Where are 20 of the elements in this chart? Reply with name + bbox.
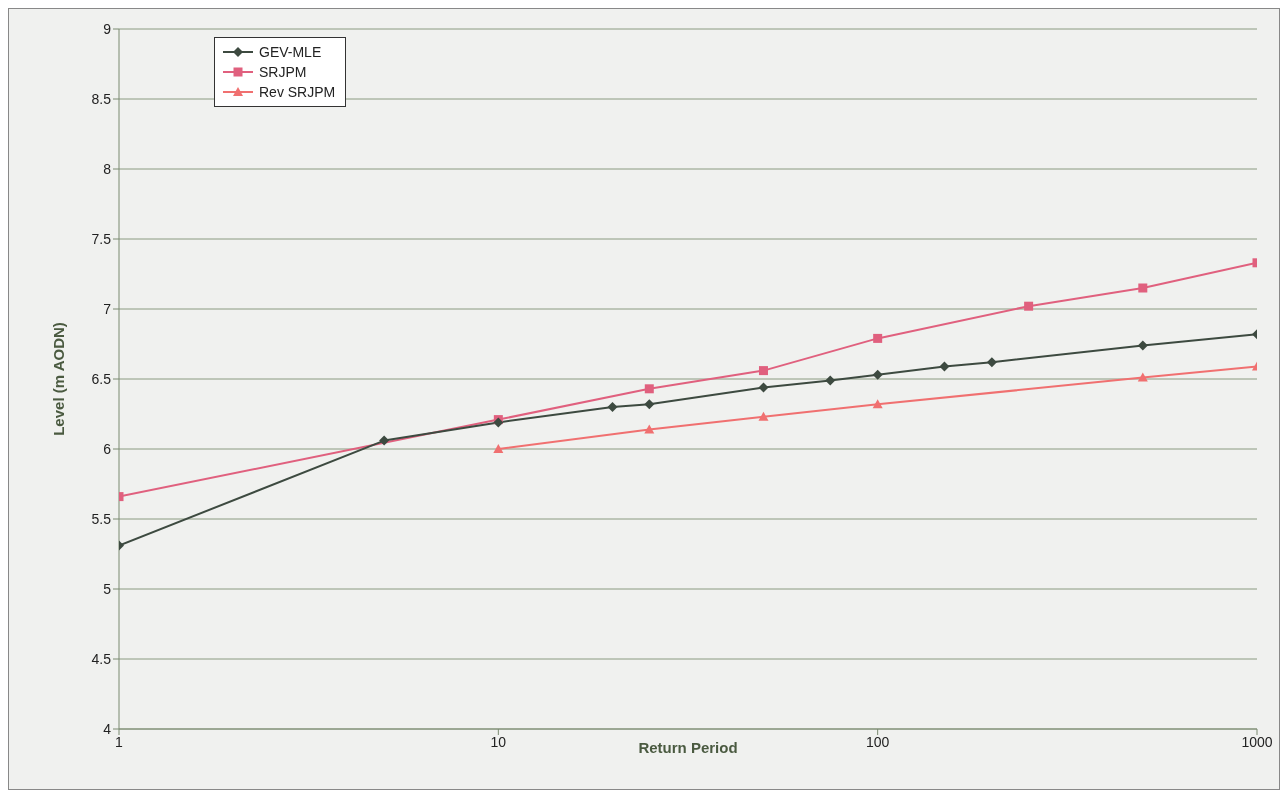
y-tick-label: 9 [103, 20, 112, 37]
x-tick-label: 1 [115, 733, 124, 750]
y-tick-label: 4 [103, 720, 112, 737]
legend-label: SRJPM [259, 64, 307, 80]
legend-label: GEV-MLE [259, 44, 322, 60]
y-tick-label: 7 [103, 300, 112, 317]
y-tick-label: 6.5 [91, 370, 112, 387]
y-tick-label: 5 [103, 580, 112, 597]
legend-label: Rev SRJPM [259, 84, 336, 100]
y-tick-label: 5.5 [91, 510, 112, 527]
x-tick-label: 1000 [1241, 733, 1273, 750]
y-tick-label: 6 [103, 440, 112, 457]
y-tick-label: 4.5 [91, 650, 112, 667]
x-tick-label: 100 [865, 733, 890, 750]
y-tick-label: 7.5 [91, 230, 112, 247]
y-axis-title: Level (m AODN) [50, 322, 68, 436]
x-axis-title: Return Period [638, 739, 738, 756]
x-tick-label: 10 [490, 733, 507, 750]
y-tick-label: 8.5 [91, 90, 112, 107]
y-tick-label: 8 [103, 160, 112, 177]
